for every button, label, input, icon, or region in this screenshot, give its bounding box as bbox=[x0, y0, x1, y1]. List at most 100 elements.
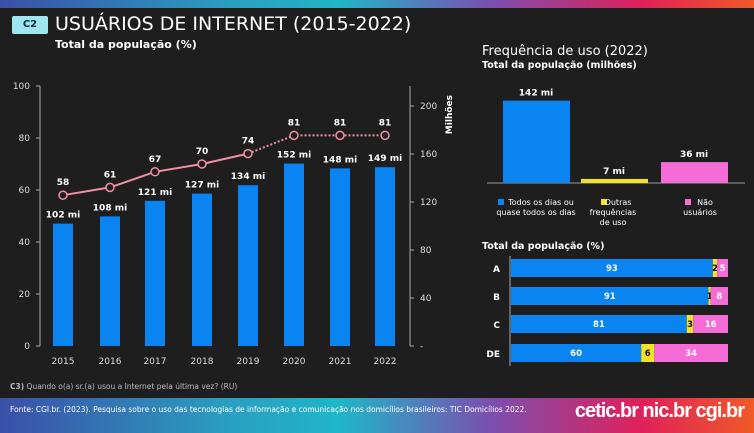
line-label: 58 bbox=[57, 178, 70, 188]
stacked-segment bbox=[710, 287, 728, 305]
chart-badge: C2 bbox=[12, 16, 48, 34]
freq-subtitle: Total da população (milhões) bbox=[482, 60, 637, 71]
question-text: Quando o(a) sr.(a) usou a Internet pela … bbox=[24, 382, 238, 391]
stacked-segment-label: 34 bbox=[685, 349, 697, 359]
line-label: 61 bbox=[104, 170, 117, 180]
freq-bar-label: 36 mi bbox=[680, 150, 708, 160]
bar bbox=[375, 167, 395, 346]
bar bbox=[53, 223, 73, 346]
x-tick-label: 2016 bbox=[99, 357, 122, 367]
legend-label: usuários bbox=[683, 208, 717, 217]
legend-swatch bbox=[498, 199, 504, 205]
line-point bbox=[335, 130, 345, 141]
bar bbox=[284, 163, 304, 346]
left-tick-label: 100 bbox=[13, 82, 30, 92]
stacked-segment bbox=[641, 344, 655, 362]
legend-label: frequências bbox=[590, 207, 637, 217]
x-tick-label: 2017 bbox=[144, 357, 167, 367]
bar bbox=[192, 193, 212, 346]
line-label: 67 bbox=[149, 155, 162, 165]
stacked-segment-label: 2 bbox=[712, 264, 718, 274]
source-note: Fonte: CGI.br. (2023). Pesquisa sobre o … bbox=[10, 405, 527, 414]
freq-bar-label: 7 mi bbox=[603, 167, 625, 177]
question-note: C3) Quando o(a) sr.(a) usou a Internet p… bbox=[10, 382, 237, 391]
x-tick-label: 2021 bbox=[329, 357, 352, 367]
bar-label: 148 mi bbox=[323, 155, 357, 165]
x-tick-label: 2022 bbox=[374, 357, 397, 367]
legend-label: de uso bbox=[600, 218, 627, 227]
right-tick-label: 200 bbox=[420, 102, 437, 112]
stacked-segment bbox=[511, 344, 642, 362]
left-tick-label: 80 bbox=[19, 134, 31, 144]
stacked-segment bbox=[686, 315, 694, 333]
page-title: USUÁRIOS DE INTERNET (2015-2022) bbox=[55, 13, 412, 35]
bar-label: 149 mi bbox=[368, 154, 402, 164]
page-subtitle: Total da população (%) bbox=[55, 38, 197, 51]
line-series-dotted bbox=[247, 134, 385, 155]
line-point bbox=[243, 148, 253, 159]
bar bbox=[100, 216, 120, 346]
bottom-decorative-band bbox=[0, 398, 754, 433]
top-decorative-band bbox=[0, 0, 754, 8]
line-point bbox=[105, 182, 115, 193]
line-label: 81 bbox=[334, 118, 347, 128]
stacked-segment bbox=[511, 287, 709, 305]
bar-label: 127 mi bbox=[185, 181, 219, 191]
stacked-subtitle: Total da população (%) bbox=[482, 241, 605, 252]
legend-label: quase todos os dias bbox=[496, 208, 575, 217]
legend-label: Todos os dias ou bbox=[507, 198, 574, 207]
stacked-segment-label: 1 bbox=[707, 292, 713, 302]
logos: cetic.br nic.br cgi.br bbox=[574, 400, 745, 422]
stacked-segment-label: 5 bbox=[720, 264, 726, 274]
bar-label: 102 mi bbox=[46, 211, 80, 221]
line-label: 81 bbox=[379, 118, 392, 128]
freq-bar-label: 142 mi bbox=[519, 89, 553, 99]
freq-bar bbox=[581, 178, 648, 183]
line-label: 81 bbox=[288, 118, 301, 128]
bar bbox=[238, 185, 258, 346]
stacked-segment bbox=[511, 259, 713, 277]
left-tick-label: 60 bbox=[19, 186, 31, 196]
x-tick-label: 2015 bbox=[52, 357, 75, 367]
bar-label: 121 mi bbox=[138, 188, 172, 198]
question-code: C3) bbox=[10, 382, 25, 391]
line-point bbox=[150, 167, 160, 177]
stacked-segment-label: 91 bbox=[604, 292, 616, 302]
right-tick-label: 40 bbox=[420, 294, 432, 304]
bar-label: 108 mi bbox=[93, 203, 127, 213]
left-tick-label: 0 bbox=[24, 342, 30, 352]
stacked-segment-label: 93 bbox=[606, 264, 618, 274]
legend-swatch bbox=[601, 199, 607, 205]
line-point bbox=[197, 159, 207, 169]
stacked-category-label: A bbox=[493, 265, 500, 275]
bar bbox=[145, 200, 165, 346]
line-point bbox=[289, 130, 299, 141]
stacked-segment bbox=[712, 259, 718, 277]
line-point bbox=[58, 190, 68, 200]
x-tick-label: 2018 bbox=[191, 357, 214, 367]
freq-bar bbox=[661, 162, 728, 183]
stacked-segment-label: 8 bbox=[716, 292, 722, 302]
stacked-segment-label: 6 bbox=[645, 349, 651, 359]
left-tick-label: 20 bbox=[19, 290, 31, 300]
bar-label: 134 mi bbox=[231, 172, 265, 182]
bar-label: 152 mi bbox=[277, 151, 311, 161]
right-tick-label: 160 bbox=[420, 150, 437, 160]
freq-bar bbox=[503, 100, 570, 183]
line-point bbox=[380, 130, 390, 141]
stacked-segment-label: 81 bbox=[593, 320, 605, 330]
stacked-segment bbox=[717, 259, 728, 277]
legend-swatch bbox=[685, 199, 691, 205]
x-tick-label: 2019 bbox=[237, 357, 260, 367]
stacked-segment bbox=[708, 287, 711, 305]
legend-label: Não bbox=[697, 198, 713, 207]
stacked-segment bbox=[693, 315, 728, 333]
stacked-segment-label: 60 bbox=[570, 349, 582, 359]
stacked-category-label: B bbox=[493, 293, 500, 303]
right-tick-label: 120 bbox=[420, 198, 437, 208]
line-label: 74 bbox=[242, 137, 255, 147]
right-tick-label: - bbox=[420, 342, 423, 352]
stacked-segment bbox=[654, 344, 728, 362]
stacked-segment-label: 3 bbox=[687, 320, 693, 330]
